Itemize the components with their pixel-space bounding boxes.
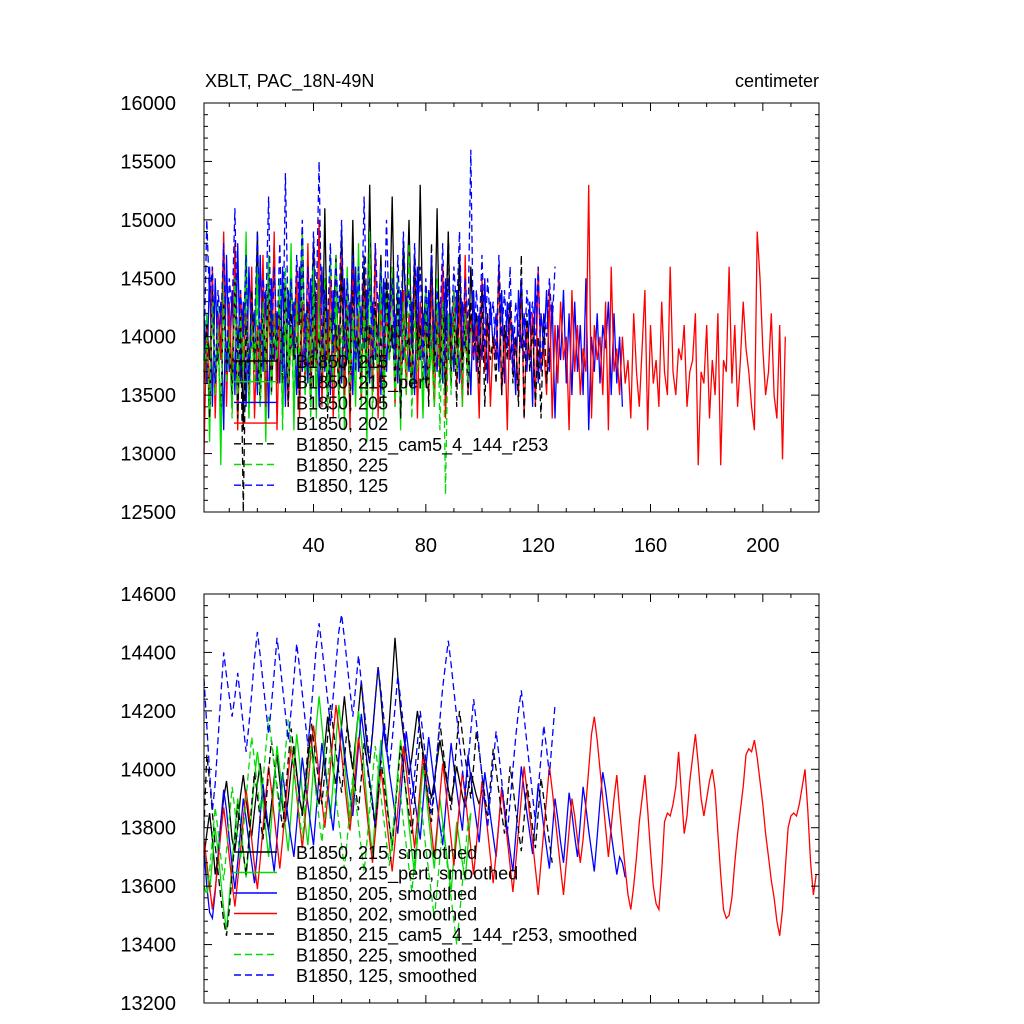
top-axes: 12500 13000 13500 14000 14500 15000 15500 16000…	[120, 93, 820, 557]
bottom-ytick-label: 14600	[120, 584, 176, 606]
top-xtick-label: 160	[634, 535, 667, 557]
bottom-axes: 13200 13400 13600 13800 14000 14200 14400 14600	[120, 584, 820, 1015]
bottom-series-1	[203, 637, 483, 875]
top-series-7	[203, 149, 556, 384]
bottom-series-6	[203, 716, 472, 945]
top-xtick-label: 200	[746, 535, 779, 557]
top-ytick-label: 15500	[120, 151, 176, 173]
top-series-6	[203, 231, 472, 495]
bottom-ytick-label: 13400	[120, 935, 176, 957]
top-series-group	[203, 149, 786, 513]
top-xtick-label: 120	[521, 535, 554, 557]
top-xtick-label: 40	[302, 535, 324, 557]
bottom-ytick-label: 14400	[120, 642, 176, 664]
top-legend-label: B1850, 125	[296, 476, 388, 496]
top-xtick-label: 80	[415, 535, 437, 557]
bottom-ytick-label: 13200	[120, 993, 176, 1015]
bottom-legend-label: B1850, 225, smoothed	[296, 946, 477, 966]
top-legend-label: B1850, 215	[296, 352, 388, 372]
top-panel: XBLT, PAC_18N-49N centimeter 12500130001…	[120, 71, 820, 557]
top-legend-label: B1850, 205	[296, 393, 388, 413]
bottom-series-7	[203, 614, 556, 834]
top-ytick-label: 16000	[120, 93, 176, 115]
top-series-4	[203, 184, 786, 466]
top-ytick-label: 15000	[120, 210, 176, 232]
units-label: centimeter	[735, 71, 819, 91]
bottom-legend-label: B1850, 205, smoothed	[296, 884, 477, 904]
top-ytick-label: 14500	[120, 268, 176, 290]
bottom-series-2	[203, 696, 472, 931]
top-legend-label: B1850, 225	[296, 456, 388, 476]
bottom-ytick-label: 13800	[120, 818, 176, 840]
bottom-legend-label: B1850, 215_pert, smoothed	[296, 864, 518, 885]
top-legend-label: B1850, 202	[296, 414, 388, 434]
top-legend-label: B1850, 215_pert	[296, 373, 429, 394]
bottom-legend-label: B1850, 215, smoothed	[296, 843, 477, 863]
bottom-series-4	[203, 704, 817, 936]
bottom-ytick-label: 14000	[120, 759, 176, 781]
top-ytick-label: 12500	[120, 502, 176, 524]
bottom-series-group	[203, 614, 817, 945]
top-ytick-label: 14000	[120, 327, 176, 349]
bottom-panel: 13200 13400 13600 13800 14000 14200 14400 14600…	[120, 584, 820, 1015]
top-plot-frame	[203, 102, 820, 513]
bottom-ytick-label: 14200	[120, 701, 176, 723]
top-series-5	[203, 231, 551, 513]
bottom-plot-frame	[203, 593, 820, 1004]
top-ytick-label: 13500	[120, 385, 176, 407]
bottom-ytick-label: 13600	[120, 876, 176, 898]
bottom-legend-label: B1850, 215_cam5_4_144_r253, smoothed	[296, 925, 637, 946]
bottom-legend-label: B1850, 125, smoothed	[296, 966, 477, 986]
top-legend-label: B1850, 215_cam5_4_144_r253	[296, 435, 548, 456]
bottom-legend-label: B1850, 202, smoothed	[296, 905, 477, 925]
top-panel-title: XBLT, PAC_18N-49N	[205, 71, 374, 92]
top-ytick-label: 13000	[120, 444, 176, 466]
